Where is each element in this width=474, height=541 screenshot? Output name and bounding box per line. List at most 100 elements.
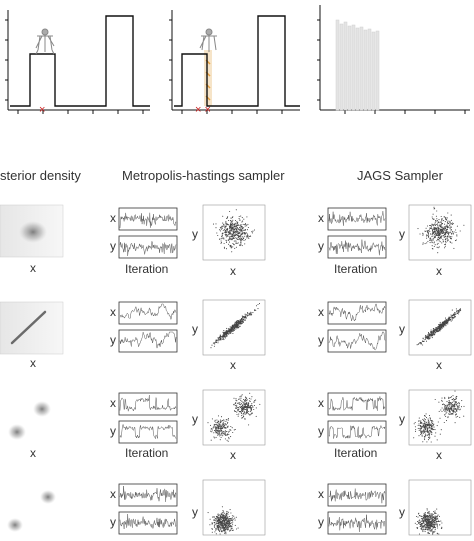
- scatter-point: [427, 334, 429, 336]
- scatter-point: [233, 397, 235, 399]
- scatter-point: [237, 326, 239, 328]
- scatter-point: [230, 332, 232, 334]
- scatter-point: [435, 329, 437, 331]
- scatter-point: [428, 524, 430, 526]
- scatter-point: [235, 398, 237, 400]
- scatter-point: [239, 325, 241, 327]
- scatter-point: [210, 347, 212, 349]
- scatter-point: [232, 330, 234, 332]
- scatter-point: [445, 319, 447, 322]
- scatter-point: [211, 431, 213, 433]
- top-panel-2-density-line: [174, 15, 300, 107]
- scatter-point: [448, 405, 450, 407]
- scatter-point: [426, 508, 428, 510]
- scatter-point: [438, 240, 440, 242]
- scatter-point: [236, 400, 238, 402]
- scatter-point: [429, 239, 431, 241]
- scatter-point: [429, 230, 431, 233]
- scatter-point: [427, 231, 429, 233]
- scatter-point: [436, 518, 438, 520]
- scatter-point: [234, 325, 236, 327]
- scatter-point: [428, 532, 431, 534]
- scatter-point: [226, 514, 228, 517]
- scatter-point: [433, 233, 436, 235]
- scatter-point: [441, 400, 443, 402]
- scatter-point: [442, 229, 444, 231]
- scatter-point: [441, 527, 443, 529]
- scatter-point: [235, 209, 237, 211]
- scatter-point: [251, 231, 253, 233]
- scatter-point: [243, 229, 245, 231]
- scatter-point: [213, 432, 215, 434]
- scatter-point: [226, 519, 228, 521]
- scatter-point: [430, 524, 432, 526]
- scatter-point: [221, 227, 223, 229]
- scatter-point: [428, 229, 430, 231]
- scatter-point: [441, 223, 444, 225]
- scatter-point: [433, 511, 435, 513]
- scatter-point: [446, 219, 448, 221]
- walker-figure-2: [199, 28, 217, 52]
- scatter-point: [444, 228, 446, 230]
- scatter-point: [424, 433, 426, 435]
- scatter-point: [441, 522, 443, 524]
- scatter-point: [241, 221, 243, 223]
- scatter-point: [226, 235, 228, 237]
- scatter-point: [217, 340, 219, 342]
- scatter-frames: [202, 204, 472, 536]
- scatter-point: [210, 430, 212, 432]
- scatter-point: [437, 252, 439, 254]
- scatter-point: [447, 407, 450, 409]
- scatter-point: [425, 423, 427, 425]
- scatter-point: [452, 395, 454, 397]
- scatter-point: [236, 223, 238, 225]
- scatter-point: [422, 419, 425, 421]
- scatter-point: [224, 225, 226, 227]
- scatter-point: [439, 321, 441, 323]
- scatter-point: [456, 312, 458, 315]
- scatter-point: [453, 231, 455, 233]
- scatter-point: [214, 531, 216, 533]
- scatter-point: [455, 308, 457, 310]
- scatter-point: [235, 234, 238, 236]
- scatter-point: [221, 235, 223, 237]
- scatter-point: [450, 403, 452, 405]
- scatter-point: [450, 233, 452, 235]
- scatter-point: [440, 221, 442, 223]
- scatter-point: [429, 432, 431, 434]
- scatter-point: [429, 333, 431, 335]
- scatter-point: [231, 236, 234, 238]
- scatter-point: [223, 512, 225, 514]
- scatter-point: [417, 343, 419, 346]
- scatter-point: [237, 527, 239, 529]
- scatter-point: [454, 312, 456, 314]
- scatter-point: [237, 323, 239, 325]
- scatter-point: [444, 243, 446, 245]
- scatter-point: [243, 408, 245, 411]
- scatter-point: [235, 528, 238, 530]
- trace-lines: [119, 211, 386, 533]
- scatter-point: [454, 240, 457, 242]
- scatter-point: [239, 219, 241, 221]
- scatter-point: [436, 240, 438, 242]
- scatter-point: [230, 221, 232, 224]
- scatter-point: [438, 228, 440, 230]
- scatter-point: [457, 313, 459, 315]
- scatter-point: [435, 230, 437, 232]
- scatter-point: [456, 410, 458, 412]
- scatter-point: [246, 410, 248, 412]
- scatter-point: [222, 511, 224, 513]
- scatter-point: [421, 518, 423, 520]
- scatter-point: [242, 229, 244, 231]
- scatter-point: [438, 229, 440, 231]
- top-panel-1-yticks: [5, 19, 8, 101]
- scatter-point: [227, 421, 229, 423]
- r1-mh-scatter-x: x: [230, 264, 236, 278]
- scatter-point: [220, 528, 222, 530]
- scatter-point: [225, 236, 227, 238]
- scatter-point: [451, 402, 453, 404]
- scatter-point: [419, 523, 421, 525]
- scatter-point: [217, 428, 219, 430]
- scatter-point: [215, 339, 217, 341]
- scatter-point: [436, 328, 438, 330]
